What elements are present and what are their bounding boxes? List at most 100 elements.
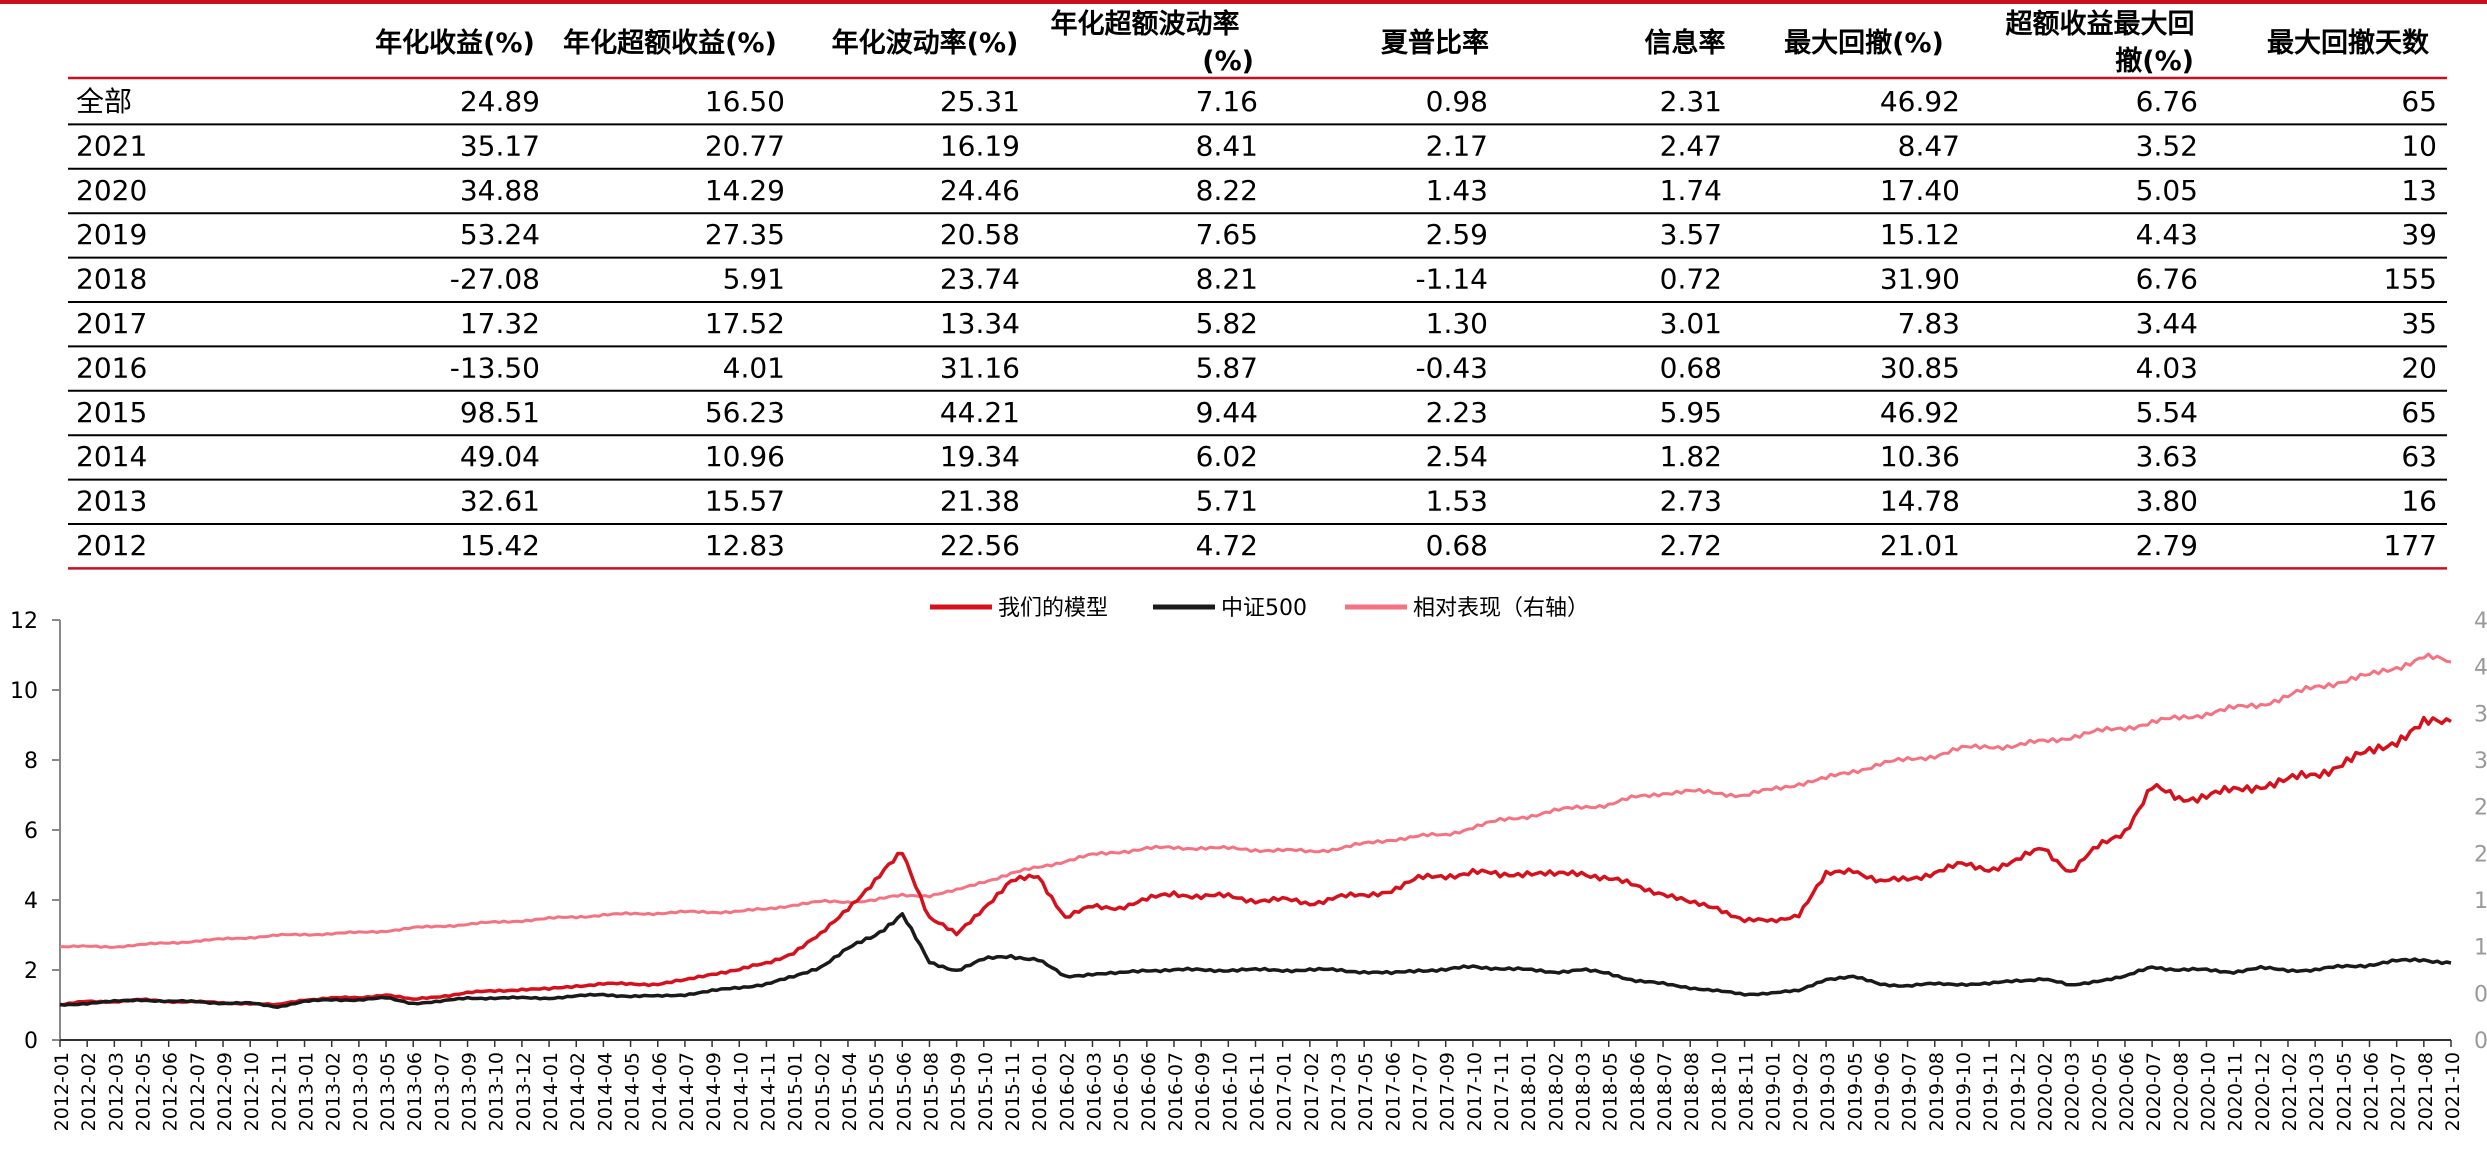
table-cell: 24.46 bbox=[940, 174, 1020, 207]
x-tick-label: 2014-10 bbox=[730, 1052, 752, 1131]
left-tick-label: 12 bbox=[10, 609, 38, 634]
x-tick-label: 2017-05 bbox=[1355, 1052, 1377, 1131]
legend-item: 我们的模型 bbox=[930, 596, 1108, 621]
table-cell: 31.16 bbox=[940, 351, 1020, 384]
x-tick-label: 2016-10 bbox=[1219, 1052, 1241, 1131]
x-tick-label: 2012-01 bbox=[51, 1052, 73, 1131]
table-cell: 4.03 bbox=[2136, 351, 2198, 384]
x-tick-label: 2017-03 bbox=[1328, 1052, 1350, 1131]
left-tick-label: 4 bbox=[24, 889, 38, 914]
table-cell: 65 bbox=[2401, 85, 2437, 118]
right-tick-label: 2.5 bbox=[2474, 796, 2487, 821]
series-line bbox=[59, 652, 2452, 949]
x-tick-label: 2015-10 bbox=[975, 1052, 997, 1131]
x-tick-label: 2018-01 bbox=[1518, 1052, 1540, 1131]
right-tick-label: 0 bbox=[2474, 1029, 2487, 1054]
plot-area: 02468101200.511.522.533.544.52012-012012… bbox=[10, 609, 2487, 1131]
column-header: 年化超额收益(%) bbox=[563, 27, 777, 59]
x-tick-label: 2015-02 bbox=[812, 1052, 834, 1131]
table-row: 2019 53.24 27.35 20.58 7.65 2.59 3.57 15.12 4.43… bbox=[76, 218, 2437, 251]
table-cell: 27.35 bbox=[705, 218, 785, 251]
table-cell: 8.41 bbox=[1196, 129, 1258, 162]
x-tick-label: 2014-05 bbox=[622, 1052, 644, 1131]
x-tick-label: 2019-10 bbox=[1953, 1052, 1975, 1131]
table-cell: 17.52 bbox=[705, 307, 785, 340]
x-tick-label: 2020-03 bbox=[2062, 1052, 2084, 1131]
table-cell: 1.30 bbox=[1426, 307, 1488, 340]
x-tick-label: 2021-07 bbox=[2388, 1052, 2410, 1131]
table-cell: 53.24 bbox=[460, 218, 540, 251]
table-cell: 17.32 bbox=[460, 307, 540, 340]
x-tick-label: 2018-07 bbox=[1654, 1052, 1676, 1131]
table-cell: 3.52 bbox=[2136, 129, 2198, 162]
x-tick-label: 2013-05 bbox=[377, 1052, 399, 1131]
table-cell: 12.83 bbox=[705, 529, 785, 562]
x-tick-label: 2013-09 bbox=[459, 1052, 481, 1131]
right-tick-label: 2 bbox=[2474, 842, 2487, 867]
table-cell: 14.29 bbox=[705, 174, 785, 207]
table-cell: 6.76 bbox=[2136, 85, 2198, 118]
row-label: 2014 bbox=[76, 440, 147, 473]
x-tick-label: 2014-09 bbox=[703, 1052, 725, 1131]
x-tick-label: 2021-02 bbox=[2279, 1052, 2301, 1131]
table-cell: 2.72 bbox=[1660, 529, 1722, 562]
x-tick-label: 2013-01 bbox=[296, 1052, 318, 1131]
table-cell: 6.76 bbox=[2136, 263, 2198, 296]
x-tick-label: 2012-05 bbox=[133, 1052, 155, 1131]
table-cell: 1.53 bbox=[1426, 485, 1488, 518]
x-tick-label: 2021-05 bbox=[2333, 1052, 2355, 1131]
table-cell: 7.65 bbox=[1196, 218, 1258, 251]
table-cell: 5.95 bbox=[1660, 396, 1722, 429]
x-tick-label: 2020-11 bbox=[2225, 1052, 2247, 1131]
x-tick-label: 2012-03 bbox=[105, 1052, 127, 1131]
x-tick-label: 2021-08 bbox=[2415, 1052, 2437, 1131]
x-tick-label: 2021-03 bbox=[2306, 1052, 2328, 1131]
table-cell: 31.90 bbox=[1880, 263, 1960, 296]
x-tick-label: 2019-01 bbox=[1763, 1052, 1785, 1131]
x-tick-label: 2019-02 bbox=[1790, 1052, 1812, 1131]
table-cell: 0.72 bbox=[1660, 263, 1722, 296]
table-cell: -1.14 bbox=[1416, 263, 1488, 296]
table-cell: 19.34 bbox=[940, 440, 1020, 473]
table-cell: 13 bbox=[2401, 174, 2437, 207]
table-cell: 13.34 bbox=[940, 307, 1020, 340]
table-cell: 21.01 bbox=[1880, 529, 1960, 562]
right-tick-label: 1 bbox=[2474, 936, 2487, 961]
x-tick-label: 2016-09 bbox=[1192, 1052, 1214, 1131]
table-cell: 4.01 bbox=[723, 351, 785, 384]
x-tick-label: 2017-01 bbox=[1274, 1052, 1296, 1131]
table-cell: 8.21 bbox=[1196, 263, 1258, 296]
x-tick-label: 2017-02 bbox=[1301, 1052, 1323, 1131]
row-label: 全部 bbox=[76, 85, 132, 118]
x-tick-label: 2014-11 bbox=[757, 1052, 779, 1131]
right-tick-label: 4.5 bbox=[2474, 609, 2487, 634]
table-cell: 98.51 bbox=[460, 396, 540, 429]
table-cell: 63 bbox=[2401, 440, 2437, 473]
column-header: 最大回撤天数 bbox=[2267, 27, 2430, 59]
table-cell: 4.43 bbox=[2136, 218, 2198, 251]
x-tick-label: 2020-08 bbox=[2170, 1052, 2192, 1131]
x-tick-label: 2016-01 bbox=[1029, 1052, 1051, 1131]
table-cell: 20 bbox=[2401, 351, 2437, 384]
table-cell: 2.31 bbox=[1660, 85, 1722, 118]
x-tick-label: 2016-11 bbox=[1247, 1052, 1269, 1131]
table-row: 2016 -13.50 4.01 31.16 5.87 -0.43 0.68 30.85 4.0… bbox=[76, 351, 2437, 384]
x-tick-label: 2021-06 bbox=[2360, 1052, 2382, 1131]
table-row: 2015 98.51 56.23 44.21 9.44 2.23 5.95 46.92 5.54… bbox=[76, 396, 2437, 429]
x-tick-label: 2020-06 bbox=[2116, 1052, 2138, 1131]
table-cell: 22.56 bbox=[940, 529, 1020, 562]
table-cell: 46.92 bbox=[1880, 396, 1960, 429]
table-cell: 15.12 bbox=[1880, 218, 1960, 251]
table-cell: 1.74 bbox=[1660, 174, 1722, 207]
legend-label: 中证500 bbox=[1221, 596, 1307, 621]
table-cell: 3.44 bbox=[2136, 307, 2198, 340]
x-tick-label: 2015-08 bbox=[920, 1052, 942, 1131]
x-tick-label: 2018-03 bbox=[1573, 1052, 1595, 1131]
table-cell: 20.58 bbox=[940, 218, 1020, 251]
table-row: 2018 -27.08 5.91 23.74 8.21 -1.14 0.72 31.90 6.7… bbox=[76, 263, 2437, 296]
x-tick-label: 2018-11 bbox=[1736, 1052, 1758, 1131]
table-cell: 8.22 bbox=[1196, 174, 1258, 207]
table-cell: 35 bbox=[2401, 307, 2437, 340]
x-tick-label: 2014-04 bbox=[594, 1052, 616, 1131]
